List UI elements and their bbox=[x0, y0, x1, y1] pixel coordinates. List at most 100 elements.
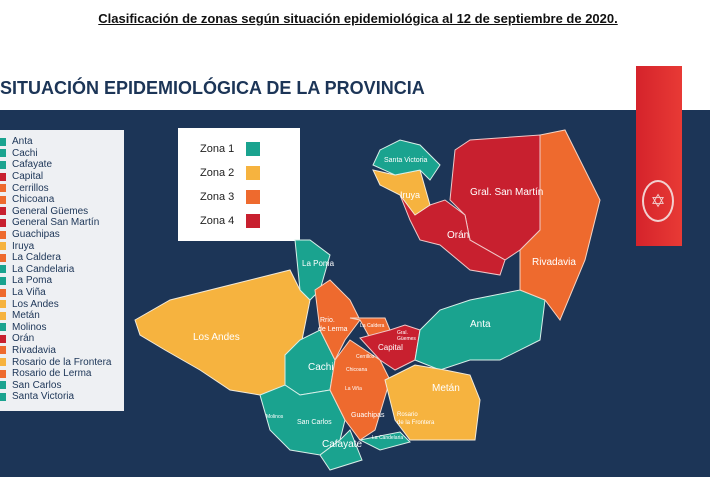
zone-legend-item: Zona 2 bbox=[200, 166, 261, 180]
title-bar: SITUACIÓN EPIDEMIOLÓGICA DE LA PROVINCIA bbox=[0, 72, 425, 106]
map-title: SITUACIÓN EPIDEMIOLÓGICA DE LA PROVINCIA bbox=[0, 78, 425, 98]
zone-swatch bbox=[0, 334, 6, 343]
label-san-carlos: San Carlos bbox=[297, 419, 332, 426]
zone-swatch bbox=[0, 207, 6, 216]
region-cafayate bbox=[319, 429, 363, 471]
legend-item: Guachipas bbox=[0, 229, 124, 241]
legend-item-label: La Candelaria bbox=[12, 263, 75, 275]
zone-label: Zona 2 bbox=[200, 167, 235, 179]
legend-item-label: General Güemes bbox=[12, 205, 89, 217]
zone-label: Zona 1 bbox=[200, 143, 235, 155]
zone-swatch bbox=[0, 300, 6, 309]
zone-legend: Zona 1 Zona 2 Zona 3 Zona 4 bbox=[178, 128, 300, 241]
legend-item-label: Cafayate bbox=[12, 159, 53, 171]
legend-item: San Carlos bbox=[0, 379, 124, 391]
legend-item-label: General San Martín bbox=[12, 217, 100, 229]
legend-item: La Caldera bbox=[0, 252, 124, 264]
legend-item-label: Santa Victoria bbox=[12, 391, 75, 403]
legend-item-label: Rosario de Lerma bbox=[12, 368, 92, 380]
label-metan: Metán bbox=[432, 383, 460, 394]
legend-item: General San Martín bbox=[0, 217, 124, 229]
region-gral-san-martin bbox=[449, 134, 541, 261]
legend-item-label: Rosario de la Frontera bbox=[12, 356, 112, 368]
zone-swatch bbox=[0, 195, 6, 204]
zone-legend-item: Zona 4 bbox=[200, 214, 261, 228]
label-cafayate: Cafayate bbox=[322, 439, 362, 450]
zone-swatch bbox=[0, 381, 6, 390]
legend-item-label: Guachipas bbox=[12, 229, 60, 241]
zone-swatch bbox=[0, 311, 6, 320]
label-la-vina: La Viña bbox=[345, 386, 362, 392]
region-metan-rosario-frontera bbox=[384, 364, 481, 441]
zone-swatch bbox=[0, 346, 6, 355]
legend-item: La Poma bbox=[0, 275, 124, 287]
legend-item: General Güemes bbox=[0, 206, 124, 218]
legend-item: Orán bbox=[0, 333, 124, 345]
label-cachi: Cachi bbox=[308, 362, 334, 373]
zone-swatch bbox=[0, 276, 6, 285]
zone-swatch bbox=[246, 166, 261, 180]
zone-swatch bbox=[0, 230, 6, 239]
label-rosario-frontera-1: Rosario bbox=[397, 412, 418, 418]
label-rosario-frontera-2: de la Frontera bbox=[397, 420, 435, 426]
zone-swatch bbox=[246, 214, 261, 228]
legend-item: Rosario de Lerma bbox=[0, 368, 124, 380]
legend-item-label: Rivadavia bbox=[12, 344, 56, 356]
legend-item: Iruya bbox=[0, 240, 124, 252]
legend-item-label: La Caldera bbox=[12, 252, 61, 264]
zone-swatch bbox=[0, 184, 6, 193]
zone-swatch bbox=[0, 218, 6, 227]
label-anta: Anta bbox=[470, 319, 491, 330]
department-legend: Anta Cachi Cafayate Capital Cerrillos Chicoan… bbox=[0, 130, 124, 411]
zone-swatch bbox=[0, 265, 6, 274]
label-cerrillos: Cerrillos bbox=[356, 354, 375, 360]
legend-item-label: Chicoana bbox=[12, 194, 55, 206]
legend-item-label: Iruya bbox=[12, 240, 35, 252]
label-los-andes: Los Andes bbox=[193, 332, 240, 343]
label-rosario-lerma-1: Rrio. bbox=[320, 317, 335, 324]
region-oran bbox=[399, 194, 506, 276]
legend-item-label: Capital bbox=[12, 171, 44, 183]
zone-swatch bbox=[0, 369, 6, 378]
legend-item: Capital bbox=[0, 171, 124, 183]
label-oran: Orán bbox=[447, 230, 469, 241]
region-chicoana-la-vina-guachipas bbox=[329, 339, 391, 441]
zone-legend-item: Zona 3 bbox=[200, 190, 261, 204]
label-la-candelaria: La Candelaria bbox=[372, 435, 403, 441]
legend-item-label: Cachi bbox=[12, 147, 38, 159]
zone-swatch bbox=[246, 142, 261, 156]
zone-swatch bbox=[0, 323, 6, 332]
zone-swatch bbox=[0, 392, 6, 401]
zone-swatch bbox=[0, 358, 6, 367]
legend-item-label: Metán bbox=[12, 310, 40, 322]
legend-item-label: Molinos bbox=[12, 321, 47, 333]
legend-item-label: Los Andes bbox=[12, 298, 59, 310]
legend-item: La Viña bbox=[0, 287, 124, 299]
region-la-candelaria bbox=[358, 431, 411, 451]
legend-item: Rivadavia bbox=[0, 345, 124, 357]
zone-swatch bbox=[0, 149, 6, 158]
legend-item-label: Anta bbox=[12, 136, 33, 148]
legend-item: Santa Victoria bbox=[0, 391, 124, 403]
region-anta bbox=[414, 289, 546, 371]
province-seal-icon: ✡ bbox=[642, 180, 674, 222]
legend-item-label: San Carlos bbox=[12, 379, 62, 391]
region-molinos-san-carlos bbox=[259, 384, 346, 456]
label-molinos: Molinos bbox=[266, 414, 284, 420]
zone-legend-item: Zona 1 bbox=[200, 142, 261, 156]
legend-item: Cerrillos bbox=[0, 182, 124, 194]
legend-item: La Candelaria bbox=[0, 264, 124, 276]
zone-swatch bbox=[246, 190, 261, 204]
legend-item: Los Andes bbox=[0, 298, 124, 310]
label-gral-san-martin: Gral. San Martín bbox=[470, 187, 543, 198]
label-rosario-lerma-2: de Lerma bbox=[318, 326, 348, 333]
label-la-poma: La Poma bbox=[302, 259, 335, 268]
legend-item: Rosario de la Frontera bbox=[0, 356, 124, 368]
caption: Clasificación de zonas según situación e… bbox=[98, 11, 618, 26]
legend-item-label: La Viña bbox=[12, 287, 46, 299]
label-rivadavia: Rivadavia bbox=[532, 257, 576, 268]
legend-item: Metán bbox=[0, 310, 124, 322]
zone-swatch bbox=[0, 242, 6, 251]
zone-swatch bbox=[0, 172, 6, 181]
